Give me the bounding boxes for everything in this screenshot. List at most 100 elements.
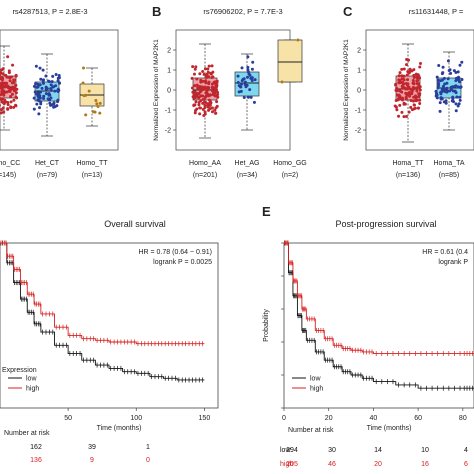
data-point: [409, 99, 413, 103]
km-panel-1: Overall survival HR = 0.78 (0.64 − 0.91) l…: [0, 219, 219, 464]
data-point: [397, 74, 401, 78]
data-point: [248, 73, 252, 77]
data-point: [0, 103, 1, 107]
data-point: [38, 66, 42, 70]
risk-count: 20: [374, 461, 382, 468]
data-point: [50, 80, 54, 84]
data-point: [416, 106, 420, 110]
hazard-ratio-text: HR = 0.61 (0.4: [422, 249, 468, 256]
data-point: [47, 93, 51, 97]
data-point: [401, 96, 405, 100]
data-point: [398, 94, 402, 98]
plot-frame: [0, 242, 219, 409]
data-point: [456, 85, 460, 89]
x-tick-label: 0: [282, 415, 286, 422]
data-point: [408, 67, 412, 71]
data-point: [398, 71, 402, 75]
y-tick-label: -2: [355, 128, 361, 135]
data-point: [207, 86, 211, 90]
data-point: [56, 98, 60, 102]
data-point: [94, 99, 98, 103]
data-point: [452, 69, 456, 73]
data-point: [44, 85, 48, 89]
y-tick-label: 2: [167, 48, 171, 55]
data-point: [239, 89, 243, 93]
data-point: [239, 85, 243, 89]
x-axis-label: Time (months): [97, 425, 142, 432]
data-point: [44, 74, 48, 78]
data-point: [248, 88, 252, 92]
data-point: [412, 76, 416, 80]
data-point: [398, 103, 402, 107]
hazard-ratio-text: HR = 0.78 (0.64 − 0.91): [138, 249, 212, 256]
data-point: [35, 102, 39, 106]
data-point: [6, 103, 10, 107]
data-point: [418, 102, 422, 106]
data-point: [81, 81, 85, 85]
data-point: [409, 105, 413, 109]
y-axis-label: Probability: [263, 309, 270, 342]
data-point: [4, 73, 8, 77]
data-point: [199, 89, 203, 93]
y-tick-label: 1: [357, 68, 361, 75]
data-point: [458, 63, 462, 67]
risk-count: 14: [374, 447, 382, 454]
data-point: [207, 80, 211, 84]
data-point: [400, 84, 404, 88]
data-point: [197, 92, 201, 96]
data-point: [84, 113, 88, 117]
data-point: [7, 71, 11, 75]
category-label: Homo_TT: [76, 160, 108, 167]
data-point: [42, 96, 46, 100]
data-point: [53, 89, 57, 93]
data-point: [9, 75, 13, 79]
risk-count: 205: [286, 461, 298, 468]
data-point: [82, 94, 86, 98]
risk-count: 6: [464, 461, 468, 468]
data-point: [203, 67, 207, 71]
data-point: [193, 90, 197, 94]
data-point: [12, 98, 16, 102]
data-point: [202, 97, 206, 101]
data-point: [54, 72, 58, 76]
data-point: [199, 94, 203, 98]
data-point: [12, 105, 16, 109]
data-point: [47, 79, 51, 83]
data-point: [205, 75, 209, 79]
data-point: [11, 63, 15, 67]
data-point: [202, 113, 206, 117]
data-point: [201, 79, 205, 83]
data-point: [404, 114, 408, 118]
plot-title: Overall survival: [104, 219, 166, 229]
y-tick-label: 0: [167, 88, 171, 95]
data-point: [215, 100, 219, 104]
data-point: [243, 80, 247, 84]
data-point: [198, 72, 202, 76]
data-point: [435, 93, 439, 97]
data-point: [1, 72, 5, 76]
data-point: [191, 90, 195, 94]
data-point: [206, 67, 210, 71]
data-point: [14, 91, 18, 95]
data-point: [402, 101, 406, 105]
data-point: [405, 58, 409, 62]
data-point: [437, 63, 441, 67]
data-point: [96, 104, 100, 108]
data-point: [415, 75, 419, 79]
risk-count: 1: [146, 444, 150, 451]
data-point: [8, 79, 12, 83]
count-label: (n=136): [396, 172, 420, 179]
data-point: [454, 109, 458, 113]
data-point: [412, 103, 416, 107]
data-point: [214, 106, 218, 110]
data-point: [9, 100, 13, 104]
data-point: [95, 102, 99, 106]
y-axis-label: Normalized Expression of MAP2K1: [153, 39, 160, 141]
data-point: [3, 85, 7, 89]
data-point: [442, 100, 446, 104]
data-point: [448, 89, 452, 93]
data-point: [456, 70, 460, 74]
x-tick-label: 50: [64, 415, 72, 422]
